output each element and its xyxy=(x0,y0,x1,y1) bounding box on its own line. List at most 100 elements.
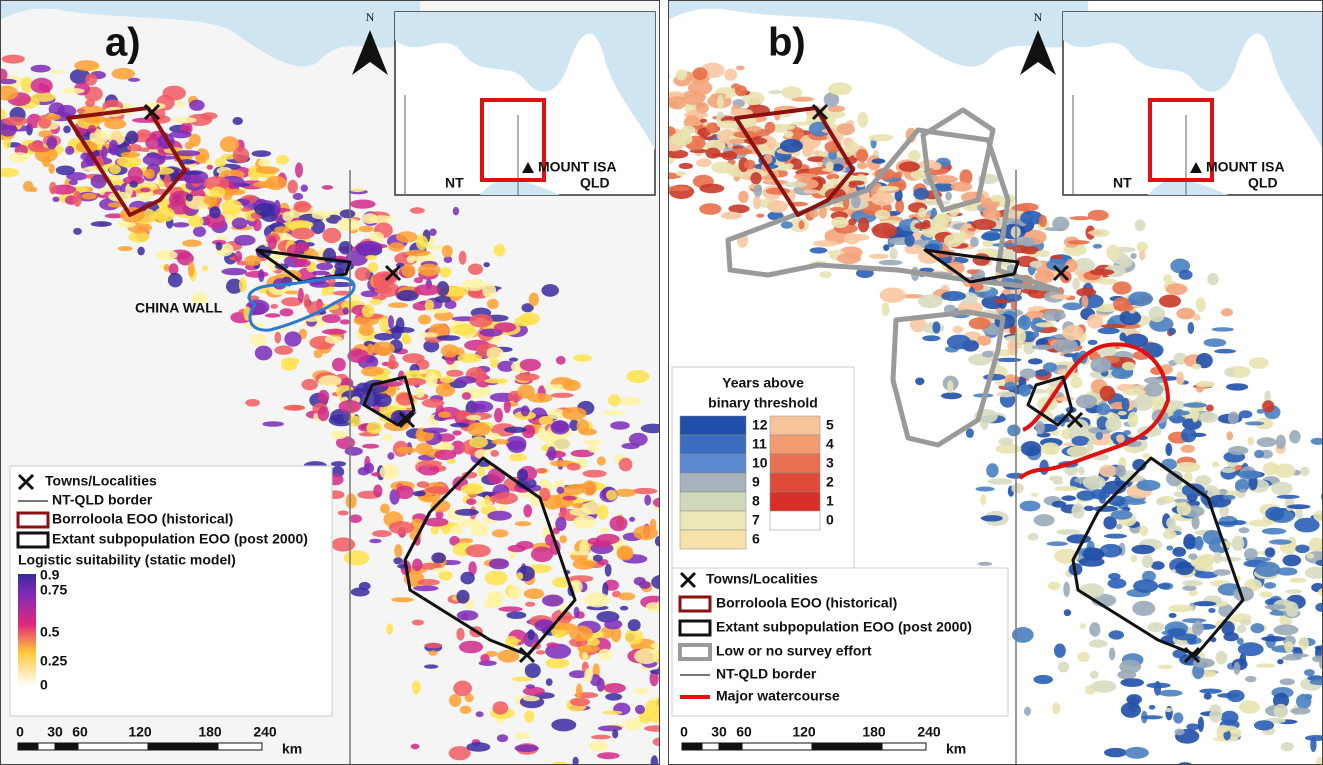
suitability-patch xyxy=(265,313,281,317)
threshold-patch xyxy=(1206,405,1214,412)
suitability-patch xyxy=(433,568,448,573)
legend-title: Years above xyxy=(722,375,804,391)
suitability-patch xyxy=(3,138,11,149)
suitability-patch xyxy=(644,725,669,732)
suitability-patch xyxy=(491,450,499,457)
suitability-patch xyxy=(439,571,453,581)
threshold-patch xyxy=(1079,583,1104,598)
threshold-patch xyxy=(1255,562,1280,577)
threshold-patch xyxy=(981,515,1003,521)
suitability-patch xyxy=(556,356,566,365)
threshold-patch xyxy=(786,163,794,169)
suitability-patch xyxy=(455,509,479,516)
threshold-patch xyxy=(1232,536,1245,551)
threshold-patch xyxy=(1088,210,1109,221)
suitability-patch xyxy=(294,201,311,213)
suitability-patch xyxy=(441,344,459,357)
suitability-patch xyxy=(487,511,512,521)
threshold-patch xyxy=(1070,377,1082,389)
threshold-patch xyxy=(738,191,748,203)
suitability-patch xyxy=(276,155,289,165)
threshold-patch xyxy=(1121,702,1141,718)
suitability-patch xyxy=(396,231,418,242)
suitability-patch xyxy=(570,698,590,707)
suitability-patch xyxy=(254,203,274,215)
suitability-patch xyxy=(156,156,176,160)
threshold-patch xyxy=(1067,240,1089,244)
threshold-patch xyxy=(849,181,865,186)
threshold-patch xyxy=(1139,526,1148,536)
threshold-patch xyxy=(1264,582,1276,589)
suitability-patch xyxy=(374,286,392,294)
scale-label: 60 xyxy=(736,724,752,740)
suitability-patch xyxy=(47,136,57,149)
suitability-patch xyxy=(494,322,516,332)
suitability-patch xyxy=(447,459,456,464)
class-label: 11 xyxy=(752,436,767,452)
threshold-patch xyxy=(1213,569,1231,576)
suitability-patch xyxy=(517,469,528,481)
threshold-patch xyxy=(1109,630,1125,639)
suitability-patch xyxy=(462,279,485,291)
colorbar-tick: 0.9 xyxy=(40,567,60,583)
threshold-patch xyxy=(1063,582,1070,598)
suitability-patch xyxy=(573,515,596,529)
threshold-patch xyxy=(700,119,707,123)
suitability-patch xyxy=(514,744,538,752)
threshold-patch xyxy=(1072,503,1085,519)
threshold-patch xyxy=(1165,443,1172,456)
threshold-patch xyxy=(934,213,951,224)
suitability-patch xyxy=(412,620,424,626)
threshold-patch xyxy=(784,131,794,138)
threshold-patch xyxy=(1238,470,1261,479)
threshold-patch xyxy=(996,444,1022,454)
threshold-patch xyxy=(1078,467,1084,475)
suitability-patch xyxy=(497,734,508,742)
suitability-patch xyxy=(372,530,392,537)
suitability-patch xyxy=(216,242,223,251)
suitability-patch xyxy=(215,158,226,168)
suitability-patch xyxy=(453,681,472,697)
legend-label: Extant subpopulation EOO (post 2000) xyxy=(716,619,972,635)
suitability-patch xyxy=(101,146,107,159)
threshold-patch xyxy=(1048,582,1061,590)
scale-label: 0 xyxy=(16,724,24,740)
threshold-patch xyxy=(1254,720,1274,730)
suitability-patch xyxy=(453,430,462,435)
threshold-patch xyxy=(1195,536,1203,551)
suitability-patch xyxy=(482,283,496,298)
suitability-patch xyxy=(536,468,548,473)
threshold-patch xyxy=(1078,652,1090,662)
suitability-patch xyxy=(469,401,493,413)
suitability-patch xyxy=(318,375,341,386)
threshold-patch xyxy=(1062,302,1082,310)
suitability-patch xyxy=(437,335,461,341)
suitability-patch xyxy=(346,494,357,509)
suitability-patch xyxy=(391,597,414,602)
threshold-patch xyxy=(1177,502,1192,516)
threshold-patch xyxy=(982,241,995,248)
threshold-patch xyxy=(828,82,852,95)
threshold-patch xyxy=(1098,327,1120,334)
suitability-patch xyxy=(235,251,243,263)
threshold-patch xyxy=(1148,622,1165,632)
threshold-patch xyxy=(1036,250,1051,257)
threshold-patch xyxy=(1034,514,1055,526)
suitability-patch xyxy=(584,593,610,608)
suitability-patch xyxy=(442,245,453,258)
threshold-patch xyxy=(1135,219,1146,231)
suitability-patch xyxy=(582,480,596,495)
suitability-patch xyxy=(337,218,360,231)
class-swatch xyxy=(680,416,746,435)
class-swatch xyxy=(770,492,820,511)
suitability-patch xyxy=(232,218,248,230)
threshold-patch xyxy=(1049,476,1063,482)
legend-label: Major watercourse xyxy=(716,688,840,704)
suitability-patch xyxy=(593,555,603,562)
suitability-patch xyxy=(469,314,493,328)
threshold-patch xyxy=(1208,608,1215,613)
threshold-patch xyxy=(1076,288,1096,297)
threshold-patch xyxy=(996,358,1022,362)
class-label: 6 xyxy=(752,531,760,547)
threshold-patch xyxy=(1182,618,1206,623)
